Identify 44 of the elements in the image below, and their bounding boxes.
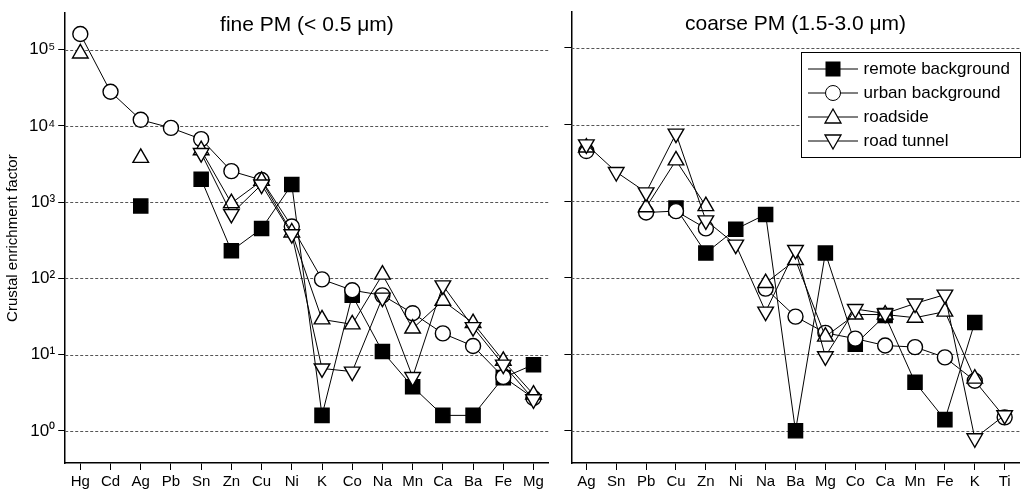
y-tick-label: 10² (30, 268, 56, 288)
x-tick-label: Mn (402, 472, 424, 490)
x-tick-label: Ti (998, 472, 1011, 490)
x-tick-label: Ag (577, 472, 596, 490)
legend-label: road tunnel (863, 130, 949, 152)
x-tick-label: Sn (191, 472, 211, 490)
x-tick-label: Na (372, 472, 393, 490)
x-tick-label: Mg (523, 472, 544, 490)
x-tick-label: Zn (222, 472, 241, 490)
x-tick-label: Zn (697, 472, 715, 490)
y-tick-label: 10⁴ (29, 115, 56, 135)
y-tick-label: 10⁰ (30, 420, 56, 440)
x-tick-label: Na (756, 472, 776, 490)
x-tick-label: Mg (814, 472, 836, 490)
chart-title: coarse PM (1.5-3.0 μm) (685, 10, 906, 34)
x-tick-label: Ba (463, 472, 483, 490)
x-tick-label: Co (342, 472, 362, 490)
x-tick-label: Ca (875, 472, 896, 490)
x-tick-label: Cu (252, 472, 272, 490)
x-tick-label: Hg (70, 472, 90, 490)
y-tick-label: 10⁵ (29, 39, 56, 59)
y-tick-label: 10³ (30, 191, 56, 211)
x-tick-label: K (969, 472, 980, 490)
legend-label: remote background (863, 58, 1010, 80)
x-tick-label: K (317, 472, 328, 490)
legend-label: urban background (863, 82, 1001, 104)
y-tick-label: 10¹ (30, 344, 56, 364)
x-tick-label: Fe (936, 472, 954, 490)
x-tick-label: Pb (161, 472, 181, 490)
chart-title: fine PM (< 0.5 μm) (220, 12, 394, 36)
x-tick-label: Ni (284, 472, 299, 490)
x-tick-label: Cd (100, 472, 121, 490)
x-tick-label: Co (845, 472, 865, 490)
x-tick-label: Mn (904, 472, 926, 490)
x-tick-label: Sn (607, 472, 626, 490)
x-tick-label: Ag (131, 472, 150, 490)
x-tick-label: Ba (786, 472, 806, 490)
y-axis-title: Crustal enrichment factor (3, 154, 21, 322)
legend-label: roadside (863, 106, 929, 128)
x-tick-label: Fe (494, 472, 513, 490)
x-tick-label: Ni (728, 472, 743, 490)
x-tick-label: Pb (636, 472, 656, 490)
x-tick-label: Ca (433, 472, 454, 490)
x-tick-label: Cu (666, 472, 686, 490)
